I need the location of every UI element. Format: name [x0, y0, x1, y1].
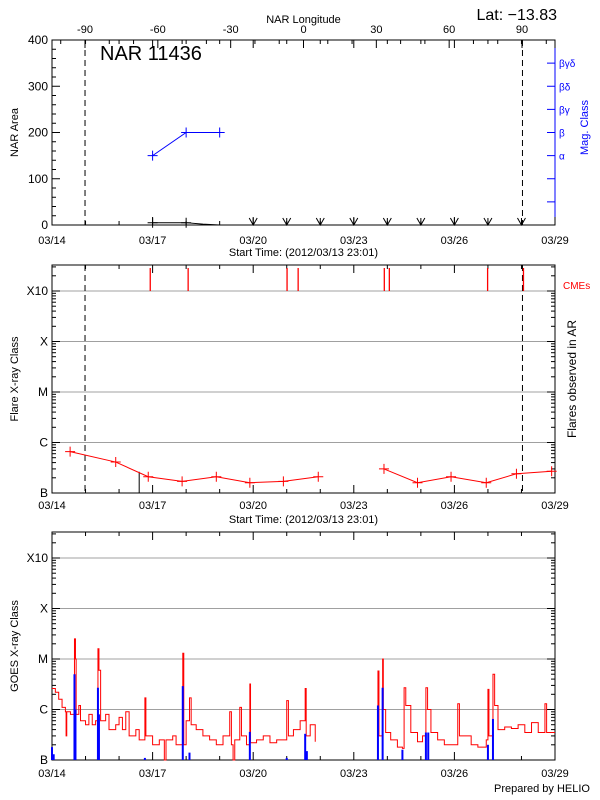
longitude-axis-title: NAR Longitude — [266, 14, 341, 26]
mag-class-tick-label: α — [559, 152, 565, 163]
latitude-label: Lat: −13.83 — [476, 7, 557, 24]
longitude-tick-label: 60 — [443, 24, 455, 36]
mag-class-point — [181, 127, 192, 138]
longitude-tick-label: -60 — [150, 24, 166, 36]
flare-point — [313, 471, 324, 482]
nar-area-plot-frame — [51, 39, 556, 226]
mag-class-axis-title: Mag. Class — [579, 99, 591, 155]
goes-long-channel-line — [377, 658, 555, 749]
x-tick-label: 03/20 — [239, 235, 267, 247]
x-tick-label: 03/26 — [441, 235, 469, 247]
longitude-tick-label: -90 — [77, 24, 93, 36]
prepared-by-label: Prepared by HELIO — [494, 783, 590, 795]
longitude-tick-label: -30 — [223, 24, 239, 36]
y-tick-label: X10 — [27, 284, 49, 298]
y-tick-label: B — [40, 486, 48, 500]
y-tick-label: C — [39, 436, 48, 450]
flare-point — [481, 477, 492, 488]
y-axis-title: Flare X-ray Class — [9, 336, 21, 421]
x-tick-label: 03/17 — [139, 500, 167, 512]
y-tick-label: 300 — [28, 79, 48, 93]
x-tick-label: 03/14 — [38, 768, 66, 780]
goes-long-channel-line — [52, 638, 316, 761]
flare-point — [177, 476, 188, 487]
x-tick-label: 03/20 — [239, 500, 267, 512]
y-tick-label: 0 — [41, 218, 48, 232]
nar-area-line — [152, 222, 220, 226]
x-axis-title: Start Time: (2012/03/13 23:01) — [229, 247, 378, 259]
x-tick-label: 03/26 — [441, 500, 469, 512]
x-tick-label: 03/23 — [340, 500, 368, 512]
x-tick-label: 03/23 — [340, 235, 368, 247]
flare-point — [211, 471, 222, 482]
flare-point — [546, 466, 557, 477]
x-tick-label: 03/14 — [38, 500, 66, 512]
flare-point — [110, 457, 121, 468]
mag-class-point — [214, 127, 225, 138]
no-data-marker — [382, 217, 392, 227]
y-tick-label: X — [40, 335, 48, 349]
flare-point — [65, 446, 76, 457]
x-tick-label: 03/26 — [441, 768, 469, 780]
x-tick-label: 03/20 — [239, 768, 267, 780]
no-data-marker — [416, 217, 426, 227]
flare-point — [511, 468, 522, 479]
flare-point — [446, 471, 457, 482]
cme-label: CMEs — [563, 281, 590, 292]
mag-class-tick-label: β — [559, 129, 565, 140]
nar-area-point — [181, 217, 192, 228]
right-axis-title: Flares observed in AR — [565, 320, 579, 438]
region-title: NAR 11436 — [100, 43, 202, 65]
y-tick-label: B — [40, 753, 48, 767]
y-tick-label: X10 — [27, 551, 49, 565]
x-tick-label: 03/29 — [541, 500, 569, 512]
x-axis-title: Start Time: (2012/03/13 23:01) — [229, 514, 378, 526]
x-tick-label: 03/17 — [139, 768, 167, 780]
y-tick-label: 400 — [28, 33, 48, 47]
no-data-marker — [282, 217, 292, 227]
mag-class-tick-label: βδ — [559, 82, 571, 93]
y-axis-title: NAR Area — [9, 107, 21, 157]
longitude-tick-label: 0 — [300, 24, 306, 36]
no-data-marker — [315, 217, 325, 227]
xray-plot-frame — [51, 264, 556, 494]
no-data-marker — [349, 217, 359, 227]
no-data-marker — [517, 217, 526, 227]
xray-plot-frame — [51, 531, 556, 761]
flare-point — [412, 477, 423, 488]
x-tick-label: 03/23 — [340, 768, 368, 780]
longitude-tick-label: 90 — [516, 24, 528, 36]
y-tick-label: 200 — [28, 126, 48, 140]
mag-class-point — [147, 150, 158, 161]
x-tick-label: 03/29 — [541, 768, 569, 780]
nar-area-point — [147, 217, 158, 228]
x-tick-label: 03/14 — [38, 235, 66, 247]
flare-line — [70, 451, 319, 484]
flare-line — [383, 468, 552, 484]
longitude-tick-label: 30 — [370, 24, 382, 36]
x-tick-label: 03/17 — [139, 235, 167, 247]
mag-class-tick-label: βγ — [559, 105, 570, 116]
mag-class-tick-label: βγδ — [559, 59, 576, 70]
y-tick-label: M — [38, 652, 48, 666]
no-data-marker — [449, 217, 459, 227]
y-axis-title: GOES X-ray Class — [9, 600, 21, 692]
no-data-marker — [483, 217, 493, 227]
flare-point — [244, 477, 255, 488]
x-tick-label: 03/29 — [541, 235, 569, 247]
no-data-marker — [248, 217, 258, 227]
y-tick-label: M — [38, 385, 48, 399]
y-tick-label: 100 — [28, 172, 48, 186]
y-tick-label: C — [39, 703, 48, 717]
flare-point — [378, 463, 389, 474]
flare-point — [143, 471, 154, 482]
flare-point — [278, 476, 289, 487]
y-tick-label: X — [40, 602, 48, 616]
